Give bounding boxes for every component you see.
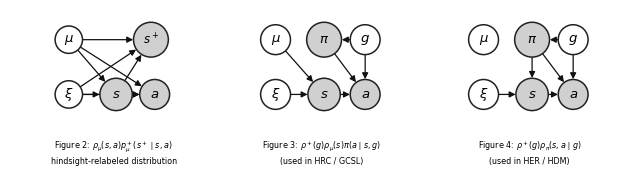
- Text: $s$: $s$: [528, 88, 536, 101]
- Circle shape: [55, 26, 83, 53]
- Text: $a$: $a$: [568, 88, 578, 101]
- Text: $\pi$: $\pi$: [527, 33, 537, 46]
- Circle shape: [260, 25, 291, 55]
- Text: $s$: $s$: [320, 88, 328, 101]
- FancyBboxPatch shape: [257, 5, 387, 134]
- Text: $g$: $g$: [568, 33, 578, 47]
- Text: (used in HRC / GCSL): (used in HRC / GCSL): [280, 157, 364, 166]
- Circle shape: [350, 25, 380, 55]
- Circle shape: [515, 22, 550, 57]
- Circle shape: [558, 79, 588, 109]
- Circle shape: [55, 81, 83, 108]
- Circle shape: [308, 78, 340, 111]
- Circle shape: [134, 22, 168, 57]
- Text: $g$: $g$: [360, 33, 370, 47]
- Text: hindsight-relabeled distribution: hindsight-relabeled distribution: [51, 157, 177, 166]
- Text: $\mu$: $\mu$: [64, 33, 74, 47]
- Text: $\xi$: $\xi$: [64, 86, 74, 103]
- Circle shape: [260, 79, 291, 109]
- Text: $s$: $s$: [112, 88, 120, 101]
- Text: Figure 4: $\rho^+(g)\rho_\pi(s,a\mid g)$: Figure 4: $\rho^+(g)\rho_\pi(s,a\mid g)$: [478, 139, 581, 153]
- Circle shape: [100, 78, 132, 111]
- Text: $\pi$: $\pi$: [319, 33, 329, 46]
- Text: $\mu$: $\mu$: [479, 33, 488, 47]
- Circle shape: [140, 79, 170, 109]
- Circle shape: [516, 78, 548, 111]
- Circle shape: [350, 79, 380, 109]
- Text: $\mu$: $\mu$: [271, 33, 280, 47]
- Text: Figure 2: $\rho_\mu(s,a)p^+_\mu(s^+\mid s,a)$: Figure 2: $\rho_\mu(s,a)p^+_\mu(s^+\mid …: [54, 139, 173, 154]
- Circle shape: [468, 79, 499, 109]
- Text: Figure 3: $\rho^+(g)\rho_\mu(s)\pi(a\mid s,g)$: Figure 3: $\rho^+(g)\rho_\mu(s)\pi(a\mid…: [262, 139, 381, 153]
- Text: (used in HER / HDM): (used in HER / HDM): [490, 157, 570, 166]
- Text: $s^+$: $s^+$: [143, 32, 159, 47]
- Text: $a$: $a$: [360, 88, 370, 101]
- FancyBboxPatch shape: [49, 5, 179, 134]
- Text: $a$: $a$: [150, 88, 159, 101]
- Circle shape: [307, 22, 342, 57]
- Circle shape: [468, 25, 499, 55]
- Text: $\xi$: $\xi$: [271, 86, 280, 103]
- Circle shape: [558, 25, 588, 55]
- FancyBboxPatch shape: [465, 5, 595, 134]
- Text: $\xi$: $\xi$: [479, 86, 488, 103]
